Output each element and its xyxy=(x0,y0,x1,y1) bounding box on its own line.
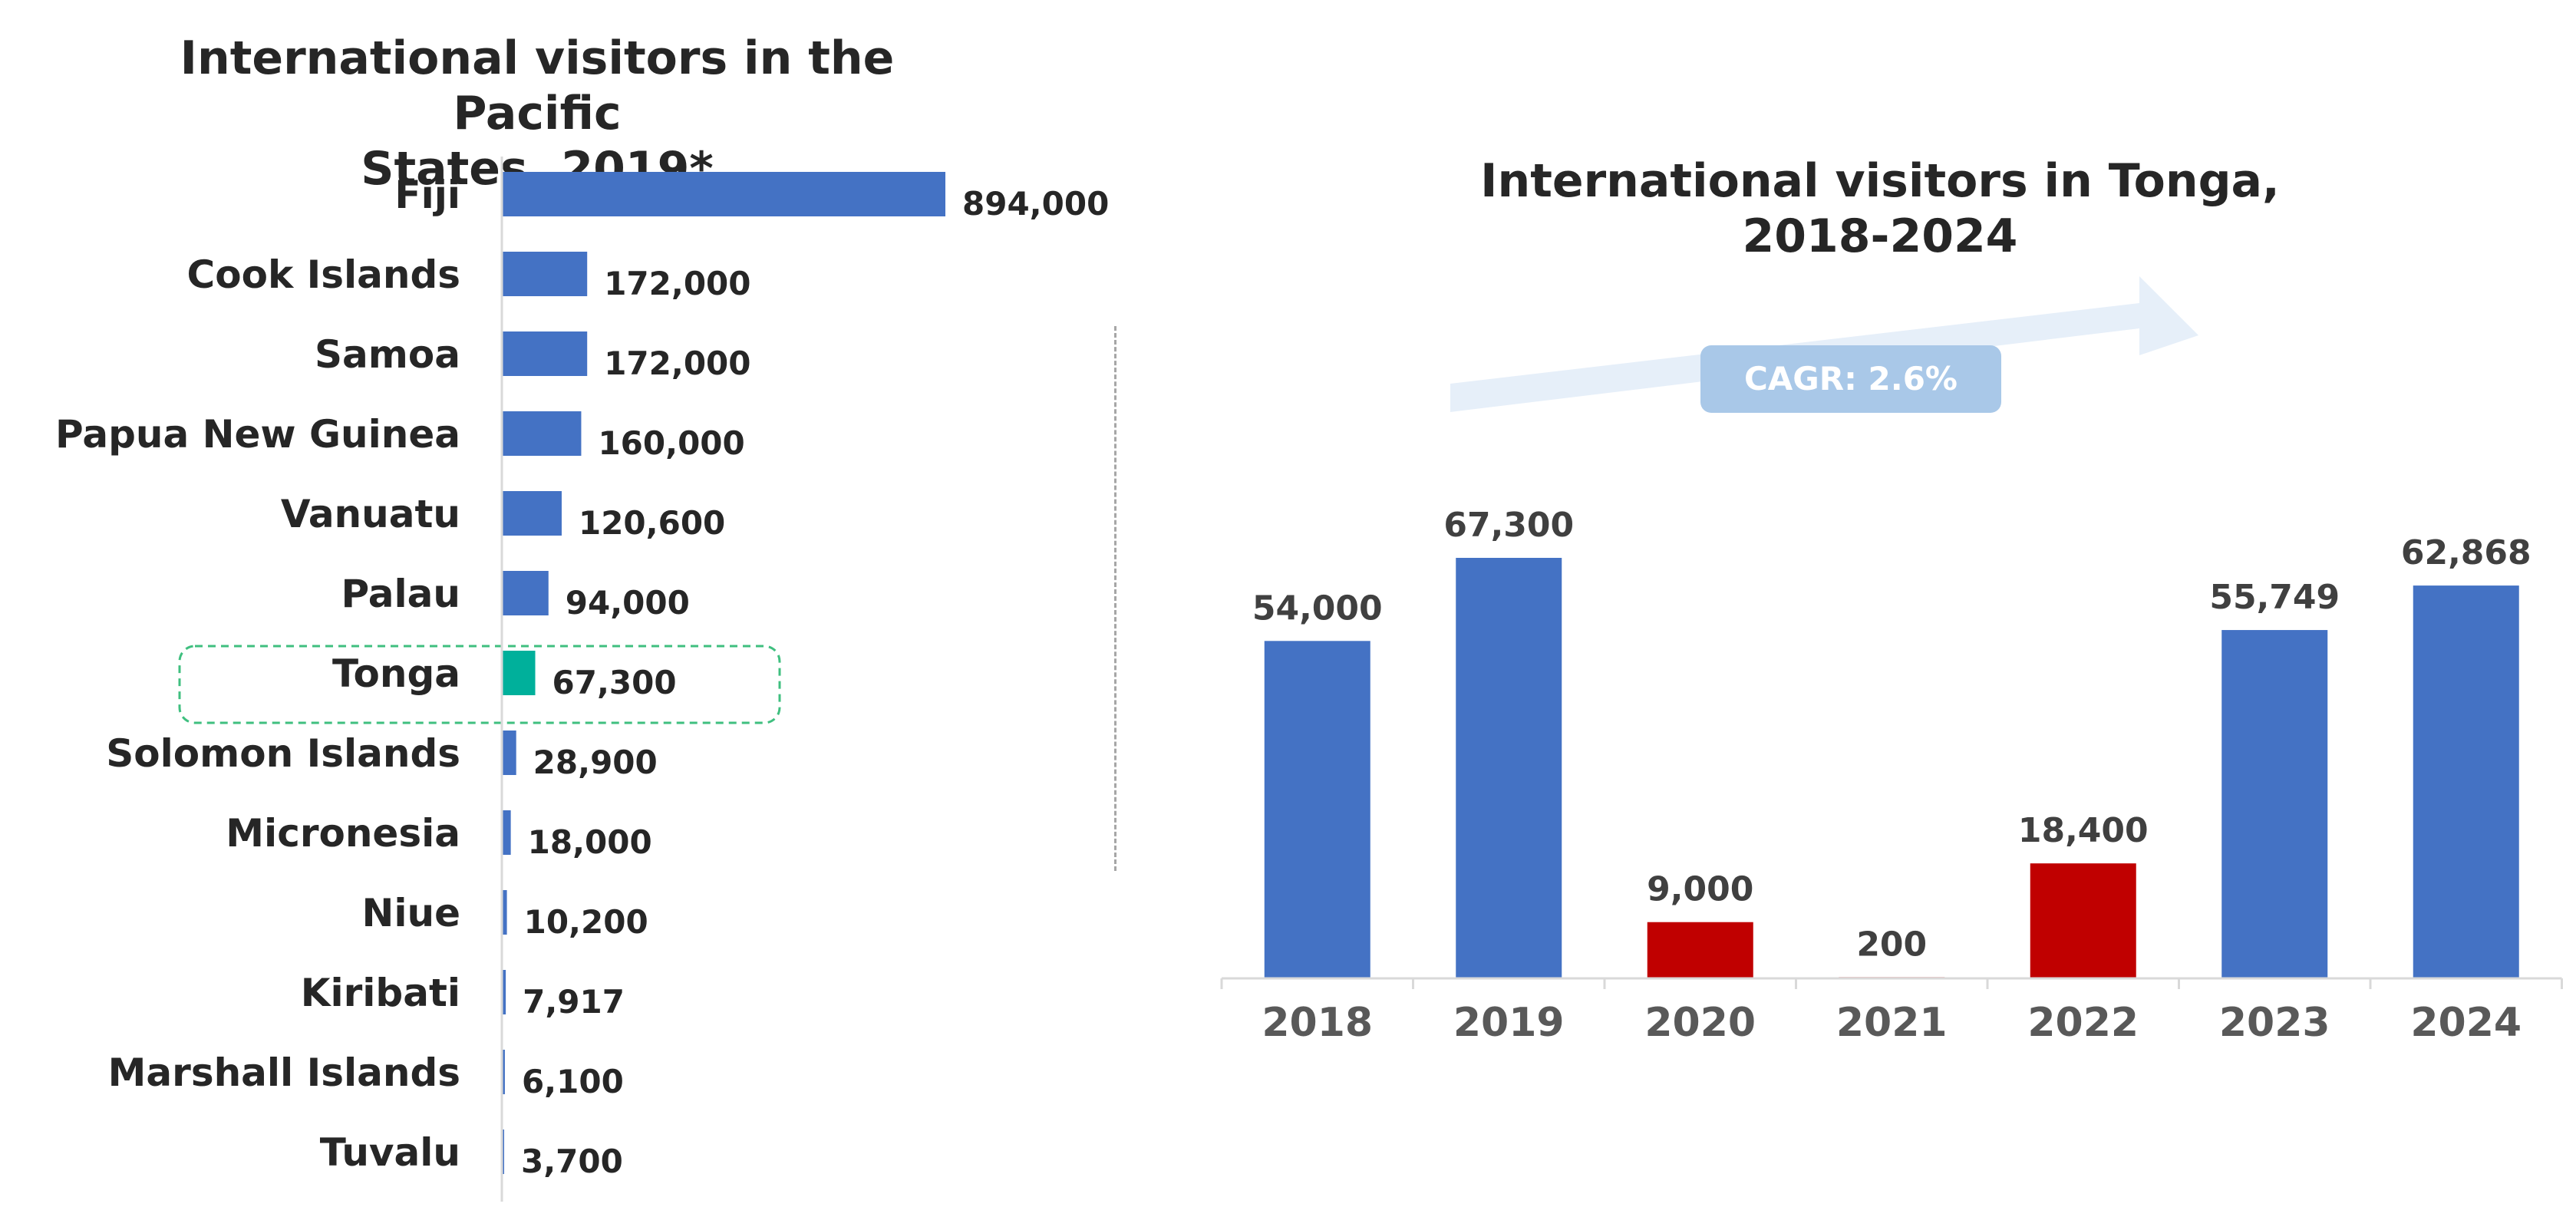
right-chart-title: International visitors in Tonga, 2018-20… xyxy=(1458,153,2302,264)
x-tick-label: 2020 xyxy=(1644,1000,1756,1046)
value-label: 894,000 xyxy=(962,185,1109,223)
category-label: Tonga xyxy=(332,651,460,696)
bar-fiji xyxy=(502,172,945,216)
tonga-bar-chart: 54,000 2018 67,300 2019 9,000 2020 200 2021 18,4… xyxy=(1220,276,2563,1046)
value-label: 67,300 xyxy=(552,664,677,701)
category-label: Kiribati xyxy=(301,971,460,1015)
category-label: Micronesia xyxy=(226,811,460,856)
value-label: 120,600 xyxy=(579,504,725,542)
bar-cook-islands xyxy=(502,252,588,296)
category-label: Papua New Guinea xyxy=(55,412,460,457)
value-label: 172,000 xyxy=(604,345,750,382)
right-chart-title-line2: 2018-2024 xyxy=(1742,209,2018,263)
x-tick-label: 2024 xyxy=(2410,1000,2522,1046)
category-label: Cook Islands xyxy=(187,252,460,297)
category-label: Fiji xyxy=(394,173,460,217)
bar-palau xyxy=(502,571,549,615)
value-label: 55,749 xyxy=(2209,578,2340,617)
category-label: Tuvalu xyxy=(320,1130,460,1175)
category-label: Niue xyxy=(362,891,461,935)
value-label: 67,300 xyxy=(1443,506,1574,545)
x-tick-label: 2022 xyxy=(2027,1000,2139,1046)
cagr-badge: CAGR: 2.6% xyxy=(1700,345,2001,413)
category-label: Vanuatu xyxy=(281,492,460,536)
value-label: 7,917 xyxy=(523,983,625,1021)
value-label: 3,700 xyxy=(521,1143,623,1180)
bar-2022 xyxy=(2030,863,2136,978)
bar-kiribati xyxy=(502,970,506,1014)
value-label: 10,200 xyxy=(524,903,648,941)
value-label: 18,400 xyxy=(2018,811,2149,850)
x-tick-label: 2018 xyxy=(1262,1000,1373,1046)
value-label: 28,900 xyxy=(533,744,658,781)
tonga-highlight-box xyxy=(178,645,781,724)
category-label: Palau xyxy=(341,572,460,616)
x-tick-label: 2023 xyxy=(2219,1000,2330,1046)
bar-2018 xyxy=(1264,641,1370,978)
bar-solomon-islands xyxy=(502,731,516,775)
value-label: 18,000 xyxy=(528,823,652,861)
bar-samoa xyxy=(502,331,588,376)
bar-2020 xyxy=(1647,922,1753,978)
category-label: Solomon Islands xyxy=(106,731,460,776)
category-label: Samoa xyxy=(315,332,460,377)
bar-2024 xyxy=(2413,585,2519,978)
value-label: 62,868 xyxy=(2401,533,2531,572)
growth-arrow-icon xyxy=(1450,276,2198,412)
value-label: 54,000 xyxy=(1252,589,1383,628)
value-label: 6,100 xyxy=(522,1063,624,1100)
chart-divider xyxy=(1114,326,1116,871)
value-label: 160,000 xyxy=(598,424,744,462)
value-label: 200 xyxy=(1856,925,1927,964)
value-label: 9,000 xyxy=(1647,870,1753,909)
bar-tonga xyxy=(502,651,536,695)
bar-micronesia xyxy=(502,810,511,855)
bar-papua-new-guinea xyxy=(502,411,582,456)
bar-vanuatu xyxy=(502,491,562,536)
bar-marshall-islands xyxy=(502,1050,505,1094)
bar-2019 xyxy=(1456,558,1562,978)
bar-niue xyxy=(502,890,507,935)
pacific-states-bar-chart: Fiji 894,000 Cook Islands 172,000 Samoa 172,0… xyxy=(55,157,1109,1202)
right-chart-title-line1: International visitors in Tonga, xyxy=(1480,154,2280,208)
left-chart-title-line1: International visitors in the Pacific xyxy=(180,31,895,140)
left-chart-title: International visitors in the Pacific St… xyxy=(115,31,959,196)
x-tick-label: 2021 xyxy=(1836,1000,1948,1046)
bar-2023 xyxy=(2221,630,2328,978)
category-label: Marshall Islands xyxy=(108,1050,460,1095)
x-tick-label: 2019 xyxy=(1453,1000,1565,1046)
value-label: 94,000 xyxy=(566,584,690,622)
value-label: 172,000 xyxy=(604,265,750,302)
